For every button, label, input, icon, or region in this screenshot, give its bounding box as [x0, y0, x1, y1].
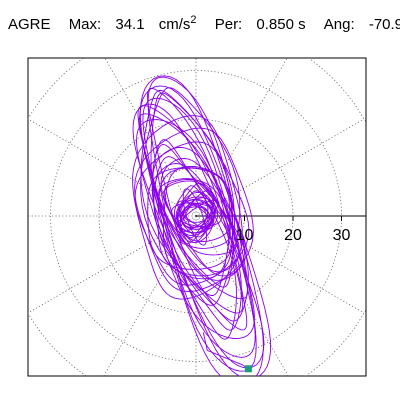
orbit-segment: [162, 180, 229, 242]
grid-circle-40: [28, 58, 366, 376]
orbit-segment: [163, 165, 231, 280]
station-code: AGRE: [8, 16, 51, 33]
polar-grid: [28, 58, 366, 376]
orbit-segment: [146, 87, 248, 331]
orbit-segment: [163, 179, 238, 256]
max-value: 34.1: [115, 16, 145, 33]
period-value: 0.850 s: [256, 16, 306, 33]
grid-spoke-150: [28, 118, 197, 217]
end-point-marker: [244, 365, 252, 373]
radial-tick-label-10: 10: [236, 227, 254, 244]
radial-tick-label-20: 20: [284, 227, 302, 244]
orbit-segment: [132, 115, 243, 300]
orbit-segment: [142, 97, 256, 358]
orbit-trace: [132, 75, 271, 376]
orbit-segment: [139, 85, 271, 376]
orbit-segment: [182, 188, 208, 246]
orbit-segment: [134, 141, 250, 286]
end-marker: [244, 365, 252, 373]
orbit-segment: [154, 163, 240, 273]
radial-tick-label-30: 30: [333, 227, 351, 244]
max-unit: cm/s2: [158, 14, 197, 33]
orbit-segment: [137, 105, 244, 314]
orbit-segment: [160, 158, 247, 277]
orbit-segment: [179, 190, 214, 245]
period-label: Per:: [214, 16, 243, 33]
max-label: Max:: [68, 16, 102, 33]
orbit-segment: [147, 76, 257, 372]
chart-header: AGRE Max: 34.1 cm/s2 Per: 0.850 s Ang: -…: [8, 14, 400, 36]
orbit-segment: [151, 144, 242, 331]
radial-tick-labels: 10 20 30: [236, 227, 351, 244]
orbit-segment: [134, 127, 254, 292]
orbit-segment: [176, 198, 213, 234]
plot-frame: [27, 57, 367, 377]
orbit-segment: [152, 139, 237, 340]
angle-value: -70.9: [368, 16, 400, 33]
orbit-segment: [152, 146, 246, 281]
orbit-segment: [139, 75, 264, 376]
orbit-segment: [147, 167, 234, 270]
orbit-segment: [179, 197, 215, 236]
orbit-segment: [171, 202, 222, 227]
orbit-segment: [138, 113, 249, 300]
angle-label: Ang:: [323, 16, 355, 33]
